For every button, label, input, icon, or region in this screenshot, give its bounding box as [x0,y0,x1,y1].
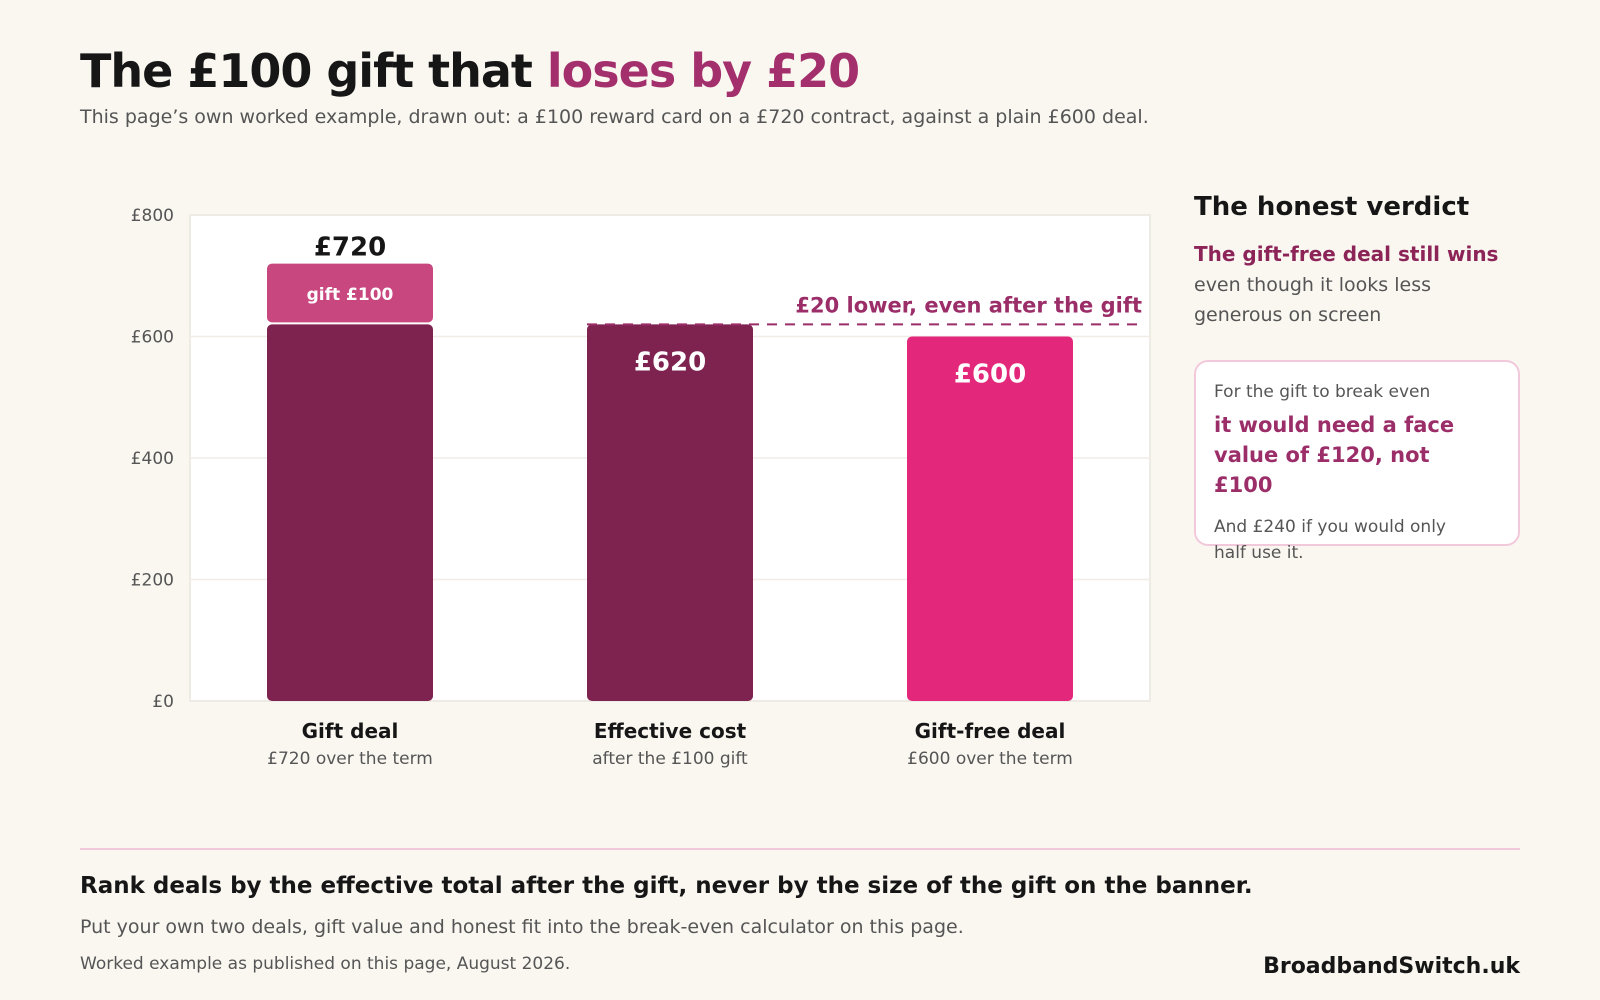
y-tick-label: £0 [152,692,174,712]
bars: gift £100 £720 £620 £600 [267,233,1073,701]
bar-value-label: £620 [634,347,706,377]
y-axis: £0 £200 £400 £600 £800 [131,206,174,712]
x-axis: Gift deal £720 over the term Effective cos… [267,719,1073,769]
bar-chart: £0 £200 £400 £600 £800 gift £100 £720 £620 £600… [131,206,1151,769]
bar-gift-segment [267,263,433,323]
bar-base [907,336,1073,701]
category-label: Gift-free deal [915,719,1066,743]
annotation: £20 lower, even after the gift [587,293,1142,326]
bar-base [267,324,433,701]
bar-value-label: £720 [314,233,386,263]
takeaway: Rank deals by the effective total after … [80,873,1253,899]
takeaway-sub: Put your own two deals, gift value and h… [80,916,964,938]
break-even-card: For the gift to break even it would need… [1194,360,1520,563]
bar-base [587,324,753,701]
y-tick-label: £200 [131,571,174,591]
annotation-label: £20 lower, even after the gift [795,293,1142,317]
category-label: Gift deal [302,719,399,743]
category-sublabel: £600 over the term [907,749,1073,769]
y-tick-label: £400 [131,449,174,469]
verdict-body: even though it looks less generous on sc… [1194,274,1432,326]
divider [80,848,1520,850]
category-sublabel: £720 over the term [267,749,433,769]
verdict-strong: The gift-free deal still wins [1194,242,1499,266]
y-tick-label: £600 [131,328,174,348]
page-title: The £100 gift that loses by £20 [80,44,860,98]
bar-value-label: £600 [954,360,1026,390]
category-label: Effective cost [594,719,747,743]
source-note: Worked example as published on this page… [80,954,571,974]
gift-segment-label: gift £100 [307,285,394,305]
y-tick-label: £800 [131,206,174,226]
title-accent: loses by £20 [546,44,860,98]
card-intro: For the gift to break even [1214,382,1431,402]
category-sublabel: after the £100 gift [592,749,748,769]
title-main: The £100 gift that [80,44,547,98]
page-subtitle: This page’s own worked example, drawn ou… [80,106,1149,128]
card-strong: it would need a face value of £120, not … [1214,413,1455,497]
card-note: And £240 if you would only half use it. [1214,517,1446,563]
brand-logo: BroadbandSwitch.uk [1263,954,1520,979]
verdict-title: The honest verdict [1194,192,1470,222]
